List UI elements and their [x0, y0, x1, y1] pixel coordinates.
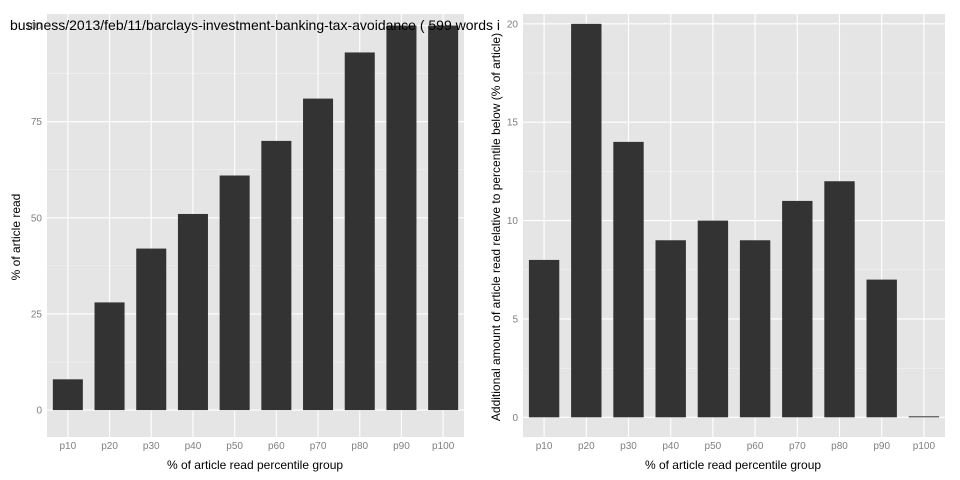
- bar-p100: [428, 25, 459, 411]
- right-x-axis-label: % of article read percentile group: [645, 458, 821, 472]
- x-tick-label: p30: [143, 441, 160, 452]
- x-tick-label: p50: [705, 441, 722, 452]
- right-y-ticks: 0 5 10 15 20: [507, 19, 519, 423]
- bar-p20: [94, 302, 125, 411]
- bar-p60: [739, 240, 771, 418]
- x-tick-label: p100: [432, 441, 455, 452]
- right-x-ticks: p10 p20 p30 p40 p50 p60 p70 p80 p90 p100: [536, 441, 936, 452]
- x-tick-label: p80: [351, 441, 368, 452]
- right-bars: [528, 23, 940, 418]
- x-tick-label: p10: [60, 441, 77, 452]
- x-tick-label: p90: [873, 441, 890, 452]
- x-tick-label: p40: [662, 441, 679, 452]
- x-tick-label: p70: [310, 441, 327, 452]
- y-tick-label: 0: [36, 406, 42, 417]
- bar-p70: [782, 200, 813, 418]
- x-tick-label: p70: [789, 441, 806, 452]
- x-tick-label: p20: [101, 441, 118, 452]
- bar-p30: [136, 248, 167, 411]
- left-bars: [52, 25, 459, 411]
- chart-right: 0 5 10 15 20 p10 p20 p30 p40 p50 p60 p70 p80 p90 p100…: [489, 14, 945, 472]
- x-tick-label: p20: [578, 441, 595, 452]
- x-tick-label: p60: [268, 441, 285, 452]
- y-tick-label: 0: [512, 413, 518, 424]
- bar-p70: [303, 98, 334, 411]
- bar-p10: [528, 259, 560, 418]
- y-tick-label: 25: [31, 309, 43, 320]
- bar-p40: [177, 213, 208, 411]
- x-tick-label: p100: [913, 441, 936, 452]
- right-y-axis-label: Additional amount of article read relati…: [489, 33, 503, 421]
- bar-p80: [344, 52, 375, 411]
- left-y-ticks: 0 25 50 75 100: [25, 21, 42, 417]
- bar-p90: [866, 279, 897, 418]
- bar-p80: [824, 181, 855, 418]
- y-tick-label: 10: [507, 216, 519, 227]
- x-tick-label: p90: [393, 441, 410, 452]
- bar-p40: [655, 240, 686, 418]
- bar-p50: [219, 175, 250, 411]
- bar-p20: [571, 23, 602, 418]
- y-tick-label: 5: [512, 314, 518, 325]
- y-tick-label: 75: [31, 117, 43, 128]
- bar-p100: [908, 416, 940, 418]
- bar-p10: [52, 379, 83, 411]
- bar-p90: [386, 25, 417, 411]
- y-tick-label: 15: [507, 118, 519, 129]
- x-tick-label: p80: [831, 441, 848, 452]
- x-tick-label: p10: [536, 441, 553, 452]
- left-x-ticks: p10 p20 p30 p40 p50 p60 p70 p80 p90 p100: [60, 441, 455, 452]
- y-tick-label: 50: [31, 213, 43, 224]
- bar-p30: [613, 141, 644, 418]
- left-y-axis-label: % of article read: [9, 194, 23, 281]
- x-tick-label: p30: [620, 441, 637, 452]
- y-tick-label: 100: [25, 21, 42, 32]
- chart-title: business/2013/feb/11/barclays-investment…: [10, 17, 500, 33]
- x-tick-label: p60: [747, 441, 764, 452]
- y-tick-label: 20: [507, 19, 519, 30]
- left-x-axis-label: % of article read percentile group: [167, 458, 343, 472]
- bar-p50: [697, 220, 729, 418]
- x-tick-label: p40: [185, 441, 202, 452]
- x-tick-label: p50: [226, 441, 243, 452]
- bar-p60: [261, 140, 292, 411]
